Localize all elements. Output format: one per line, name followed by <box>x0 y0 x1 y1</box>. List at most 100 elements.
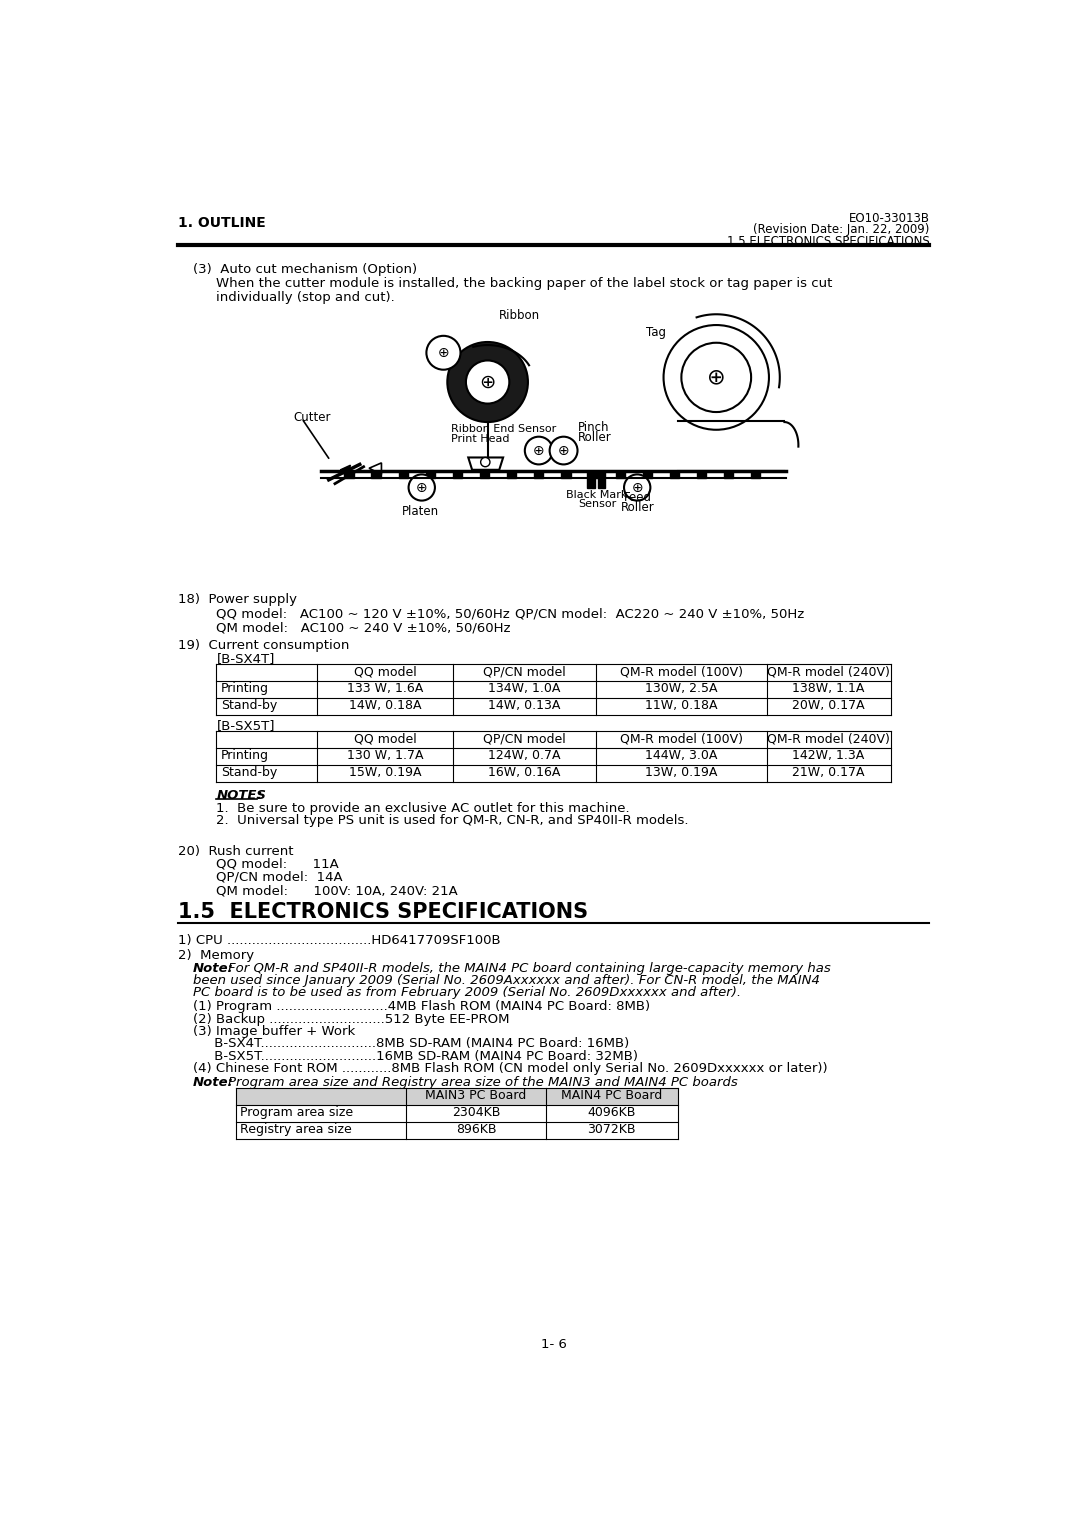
Text: Ribbon: Ribbon <box>499 309 540 322</box>
Text: 1) CPU ...................................HD6417709SF100B: 1) CPU .................................… <box>177 934 500 947</box>
Text: Program area size: Program area size <box>241 1106 353 1118</box>
Text: 21W, 0.17A: 21W, 0.17A <box>793 766 865 779</box>
Text: PC board is to be used as from February 2009 (Serial No. 2609Dxxxxxx and after).: PC board is to be used as from February … <box>193 987 741 999</box>
Text: Tag: Tag <box>647 325 666 339</box>
Text: QM-R model (100V): QM-R model (100V) <box>620 732 743 746</box>
Text: 1. OUTLINE: 1. OUTLINE <box>177 215 266 229</box>
Text: QQ model: QQ model <box>353 732 416 746</box>
Text: EO10-33013B: EO10-33013B <box>849 212 930 225</box>
Text: Black Mark: Black Mark <box>566 490 627 500</box>
Circle shape <box>663 325 769 429</box>
Text: 1- 6: 1- 6 <box>541 1339 566 1351</box>
Text: B-SX4T............................8MB SD-RAM (MAIN4 PC Board: 16MB): B-SX4T............................8MB SD… <box>193 1038 630 1050</box>
Text: 13W, 0.19A: 13W, 0.19A <box>645 766 717 779</box>
Text: (Revision Date: Jan. 22, 2009): (Revision Date: Jan. 22, 2009) <box>753 223 930 237</box>
Circle shape <box>427 336 460 370</box>
Text: (3) Image buffer + Work: (3) Image buffer + Work <box>193 1025 355 1038</box>
Text: Print Head: Print Head <box>451 434 510 445</box>
Text: QM-R model (100V): QM-R model (100V) <box>620 665 743 678</box>
Circle shape <box>408 474 435 501</box>
Text: 1.  Be sure to provide an exclusive AC outlet for this machine.: 1. Be sure to provide an exclusive AC ou… <box>216 802 630 814</box>
Polygon shape <box>340 465 350 477</box>
Circle shape <box>481 457 490 466</box>
Text: 130W, 2.5A: 130W, 2.5A <box>645 681 717 695</box>
Text: (1) Program ...........................4MB Flash ROM (MAIN4 PC Board: 8MB): (1) Program ...........................4… <box>193 1001 650 1013</box>
Text: Roller: Roller <box>621 501 654 515</box>
Text: QM-R model (240V): QM-R model (240V) <box>767 732 890 746</box>
Text: MAIN3 PC Board: MAIN3 PC Board <box>426 1089 527 1102</box>
Text: ⊕: ⊕ <box>557 443 569 457</box>
Text: QQ model: QQ model <box>353 665 416 678</box>
Circle shape <box>447 342 528 422</box>
Text: 3072KB: 3072KB <box>588 1123 636 1137</box>
Text: Roller: Roller <box>578 431 612 443</box>
Text: Note:: Note: <box>193 1076 234 1089</box>
FancyBboxPatch shape <box>597 471 606 487</box>
Text: Printing: Printing <box>221 681 269 695</box>
Text: 144W, 3.0A: 144W, 3.0A <box>645 749 717 762</box>
Text: NOTES: NOTES <box>216 790 267 802</box>
Text: QQ model:      11A: QQ model: 11A <box>216 857 339 871</box>
Text: Stand-by: Stand-by <box>221 766 278 779</box>
Text: QM model:   AC100 ~ 240 V ±10%, 50/60Hz: QM model: AC100 ~ 240 V ±10%, 50/60Hz <box>216 622 511 634</box>
Text: 134W, 1.0A: 134W, 1.0A <box>488 681 561 695</box>
Text: Note:: Note: <box>193 961 234 975</box>
Text: 1.5  ELECTRONICS SPECIFICATIONS: 1.5 ELECTRONICS SPECIFICATIONS <box>177 902 588 921</box>
Text: 133 W, 1.6A: 133 W, 1.6A <box>347 681 423 695</box>
Circle shape <box>525 437 553 465</box>
Text: 142W, 1.3A: 142W, 1.3A <box>793 749 865 762</box>
Text: [B-SX5T]: [B-SX5T] <box>216 720 275 732</box>
Text: 19)  Current consumption: 19) Current consumption <box>177 639 349 652</box>
Text: Feed: Feed <box>624 492 652 504</box>
Text: MAIN4 PC Board: MAIN4 PC Board <box>561 1089 662 1102</box>
Text: 4096KB: 4096KB <box>588 1106 636 1118</box>
Text: Pinch: Pinch <box>578 420 610 434</box>
Text: been used since January 2009 (Serial No. 2609Axxxxxx and after). For CN-R model,: been used since January 2009 (Serial No.… <box>193 975 820 987</box>
Circle shape <box>624 474 650 501</box>
Text: QP/CN model:  14A: QP/CN model: 14A <box>216 871 343 885</box>
Text: 124W, 0.7A: 124W, 0.7A <box>488 749 561 762</box>
Text: Stand-by: Stand-by <box>221 698 278 712</box>
FancyBboxPatch shape <box>235 1088 677 1105</box>
Text: [B-SX4T]: [B-SX4T] <box>216 652 274 665</box>
Text: QP/CN model:  AC220 ~ 240 V ±10%, 50Hz: QP/CN model: AC220 ~ 240 V ±10%, 50Hz <box>515 608 804 620</box>
Text: 2304KB: 2304KB <box>451 1106 500 1118</box>
Text: 130 W, 1.7A: 130 W, 1.7A <box>347 749 423 762</box>
Text: individually (stop and cut).: individually (stop and cut). <box>216 292 395 304</box>
Circle shape <box>550 437 578 465</box>
Text: (4) Chinese Font ROM ............8MB Flash ROM (CN model only Serial No. 2609Dxx: (4) Chinese Font ROM ............8MB Fla… <box>193 1062 827 1074</box>
FancyBboxPatch shape <box>586 471 595 487</box>
Text: When the cutter module is installed, the backing paper of the label stock or tag: When the cutter module is installed, the… <box>216 277 833 290</box>
Text: (3)  Auto cut mechanism (Option): (3) Auto cut mechanism (Option) <box>193 263 417 275</box>
Text: For QM-R and SP40II-R models, the MAIN4 PC board containing large-capacity memor: For QM-R and SP40II-R models, the MAIN4 … <box>228 961 831 975</box>
Text: B-SX5T............................16MB SD-RAM (MAIN4 PC Board: 32MB): B-SX5T............................16MB S… <box>193 1050 638 1062</box>
Text: 15W, 0.19A: 15W, 0.19A <box>349 766 421 779</box>
Text: ⊕: ⊕ <box>532 443 544 457</box>
Text: ⊕: ⊕ <box>437 345 449 359</box>
Text: ⊕: ⊕ <box>707 367 726 388</box>
Text: :: : <box>257 790 262 802</box>
Text: 20W, 0.17A: 20W, 0.17A <box>793 698 865 712</box>
Text: 20)  Rush current: 20) Rush current <box>177 845 293 857</box>
Text: QQ model:   AC100 ~ 120 V ±10%, 50/60Hz: QQ model: AC100 ~ 120 V ±10%, 50/60Hz <box>216 608 510 620</box>
Text: 14W, 0.13A: 14W, 0.13A <box>488 698 561 712</box>
Text: Printing: Printing <box>221 749 269 762</box>
Text: 11W, 0.18A: 11W, 0.18A <box>645 698 717 712</box>
Text: QP/CN model: QP/CN model <box>483 665 566 678</box>
Polygon shape <box>369 463 381 474</box>
Text: 16W, 0.16A: 16W, 0.16A <box>488 766 561 779</box>
Text: 1.5 ELECTRONICS SPECIFICATIONS: 1.5 ELECTRONICS SPECIFICATIONS <box>727 235 930 248</box>
Text: 18)  Power supply: 18) Power supply <box>177 593 297 607</box>
Text: Platen: Platen <box>402 506 438 518</box>
Text: (2) Backup ............................512 Byte EE-PROM: (2) Backup ............................5… <box>193 1013 510 1025</box>
Text: Program area size and Registry area size of the MAIN3 and MAIN4 PC boards: Program area size and Registry area size… <box>228 1076 738 1089</box>
Text: ⊕: ⊕ <box>416 480 428 495</box>
Polygon shape <box>469 457 503 469</box>
Text: Cutter: Cutter <box>294 411 332 425</box>
Text: 2)  Memory: 2) Memory <box>177 949 254 961</box>
Text: QP/CN model: QP/CN model <box>483 732 566 746</box>
Text: Sensor: Sensor <box>578 500 616 509</box>
Text: Ribbon End Sensor: Ribbon End Sensor <box>451 423 556 434</box>
Text: 138W, 1.1A: 138W, 1.1A <box>793 681 865 695</box>
Text: ⊕: ⊕ <box>632 480 643 495</box>
